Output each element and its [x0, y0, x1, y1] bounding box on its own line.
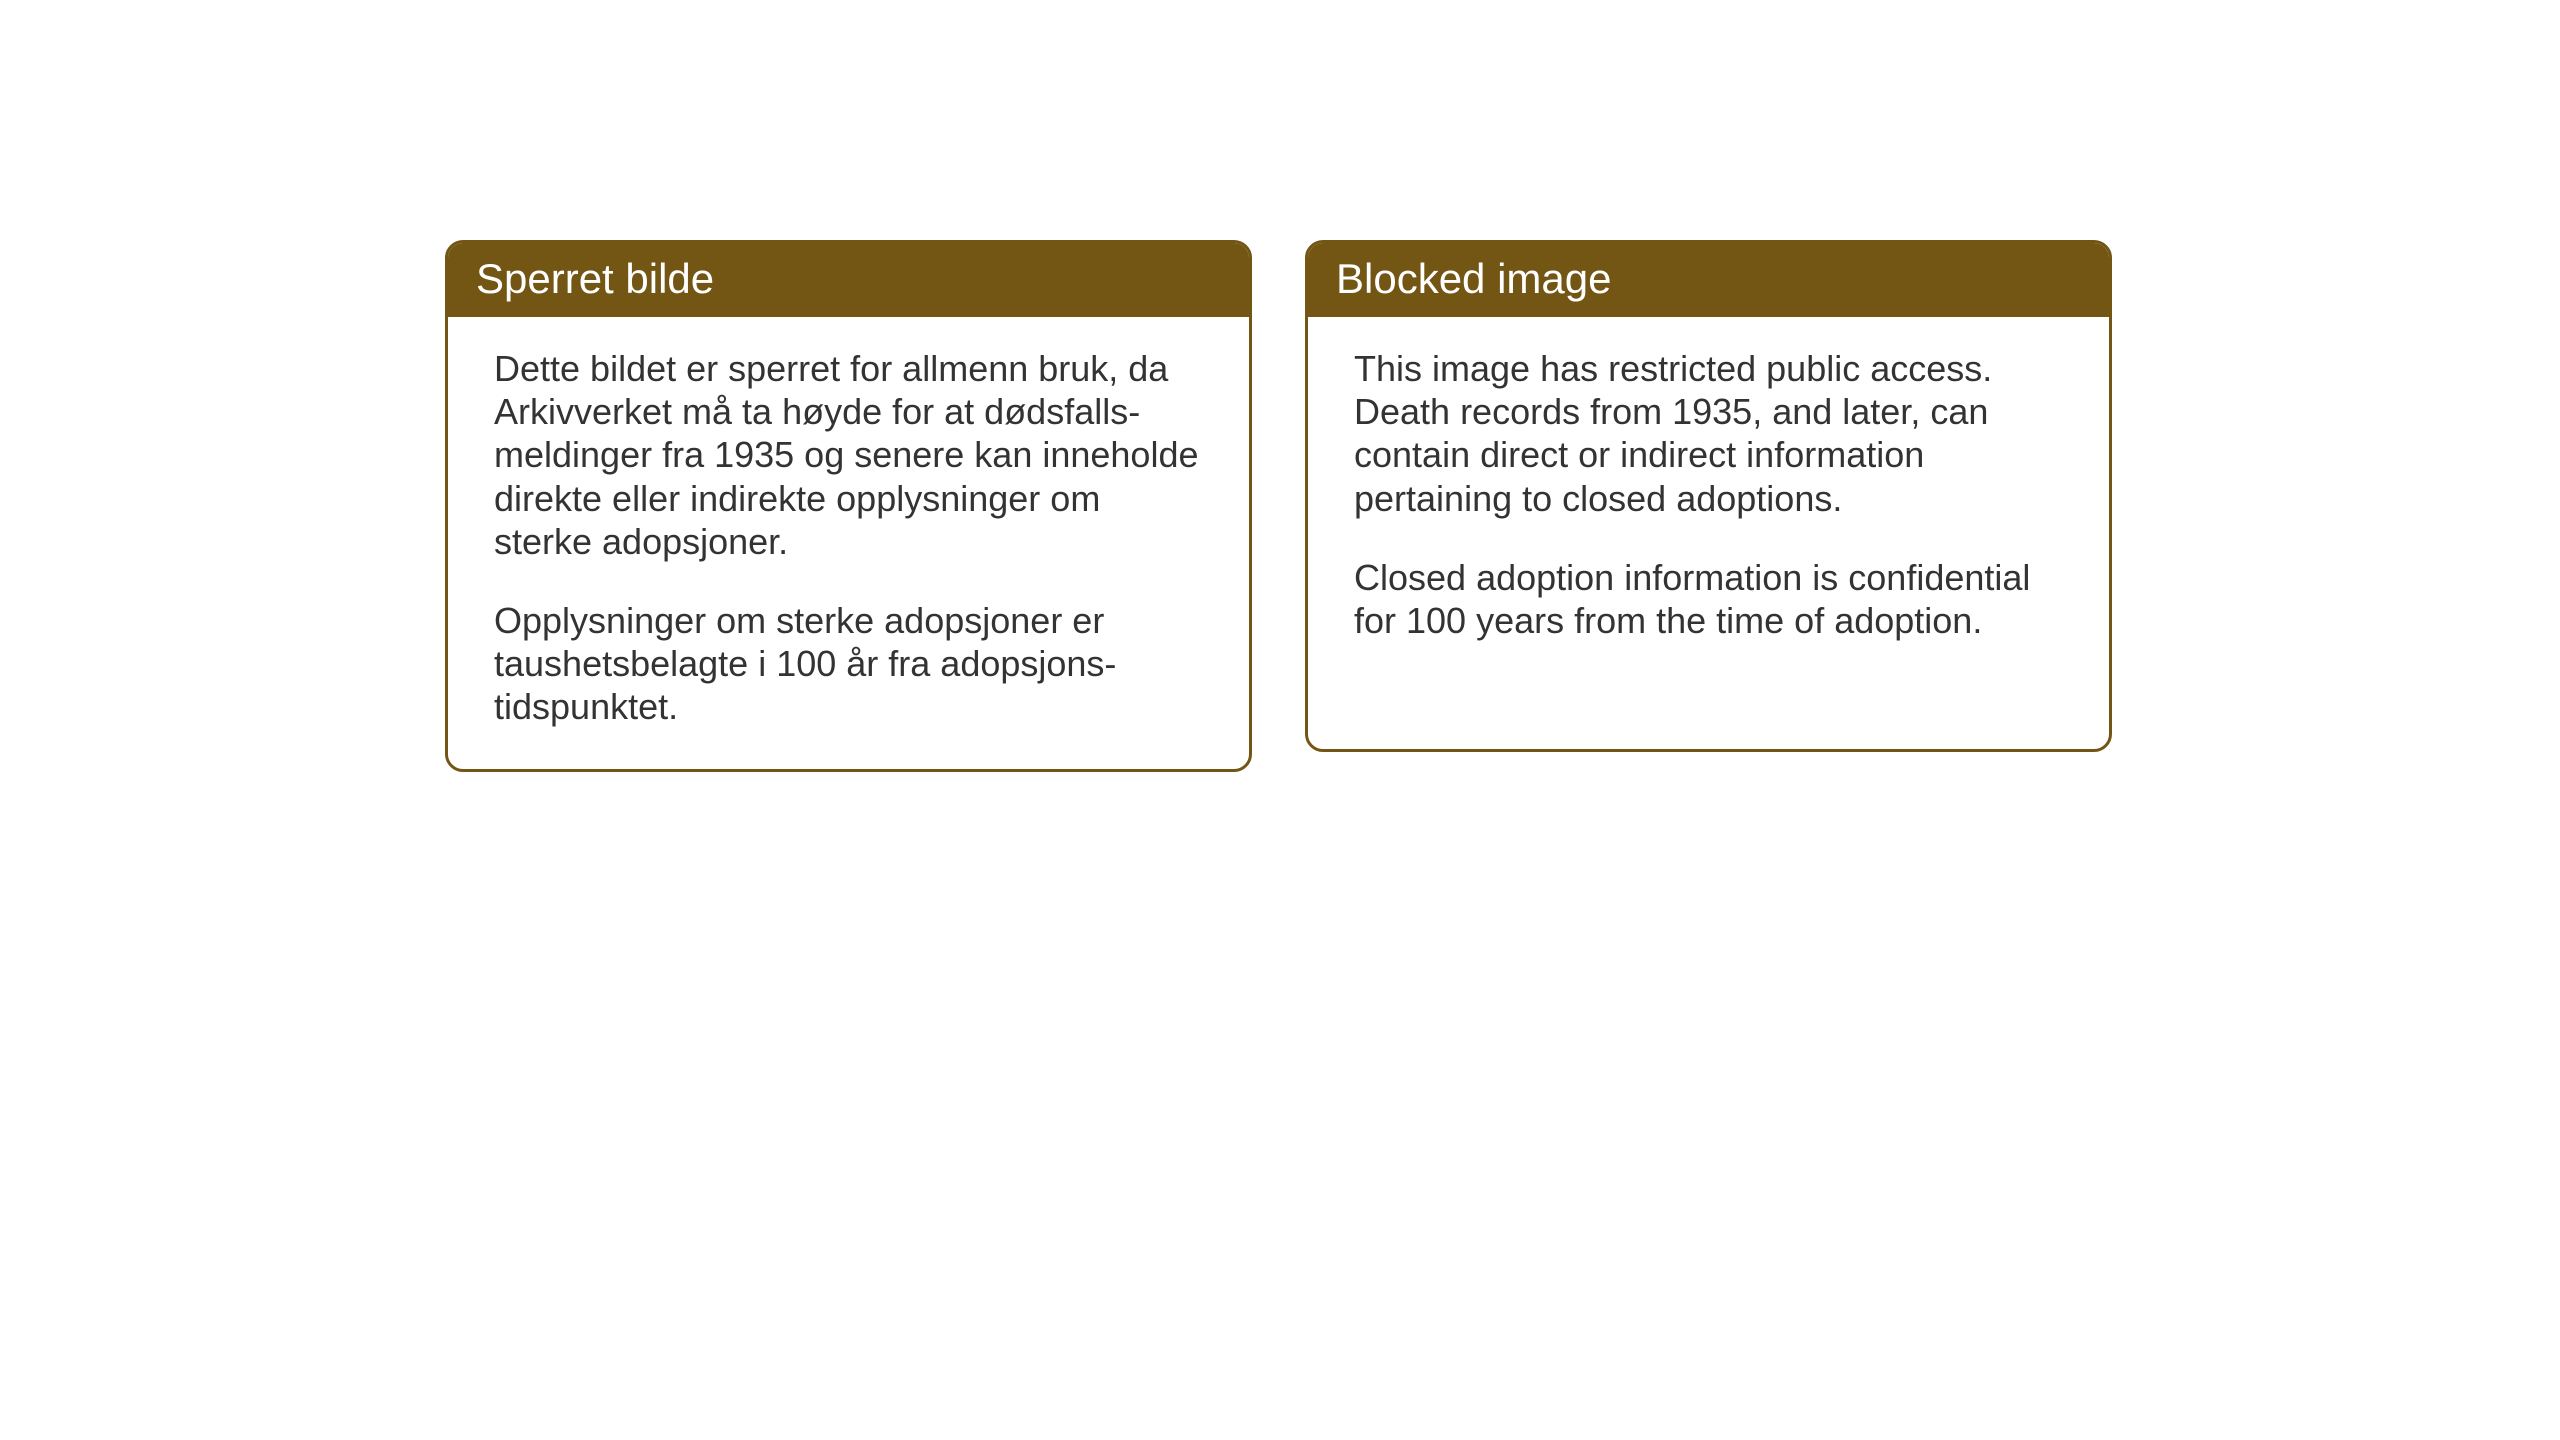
card-header-english: Blocked image	[1308, 243, 2109, 317]
card-norwegian: Sperret bilde Dette bildet er sperret fo…	[445, 240, 1252, 772]
card-paragraph-2-norwegian: Opplysninger om sterke adopsjoner er tau…	[494, 599, 1203, 729]
card-paragraph-1-norwegian: Dette bildet er sperret for allmenn bruk…	[494, 347, 1203, 563]
card-body-english: This image has restricted public access.…	[1308, 317, 2109, 682]
card-container: Sperret bilde Dette bildet er sperret fo…	[445, 240, 2112, 772]
card-header-norwegian: Sperret bilde	[448, 243, 1249, 317]
card-english: Blocked image This image has restricted …	[1305, 240, 2112, 752]
card-title-english: Blocked image	[1336, 255, 1611, 302]
card-title-norwegian: Sperret bilde	[476, 255, 714, 302]
card-paragraph-1-english: This image has restricted public access.…	[1354, 347, 2063, 520]
card-paragraph-2-english: Closed adoption information is confident…	[1354, 556, 2063, 642]
card-body-norwegian: Dette bildet er sperret for allmenn bruk…	[448, 317, 1249, 769]
